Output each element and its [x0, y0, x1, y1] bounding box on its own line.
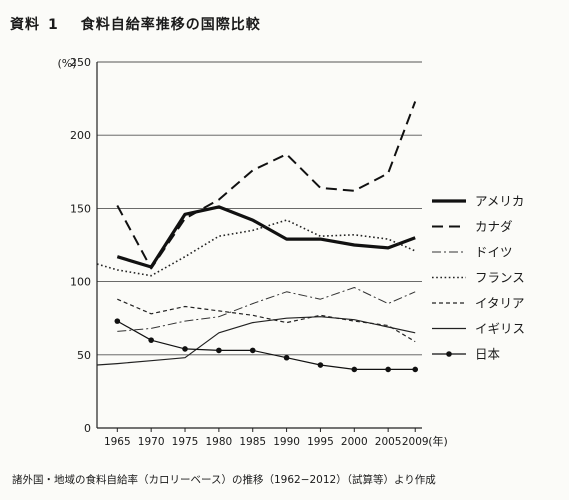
- data-point: [216, 347, 222, 354]
- data-point: [283, 354, 290, 361]
- x-tick-label: 2005: [375, 436, 402, 448]
- legend-label: イタリア: [475, 296, 525, 311]
- legend-label: 日本: [475, 347, 501, 362]
- title-number: 1: [48, 17, 59, 33]
- y-tick-label: 150: [70, 202, 91, 215]
- chart-title: 資料 1 食料自給率推移の国際比較: [10, 14, 261, 34]
- legend-label: カナダ: [475, 219, 513, 234]
- title-text: 食料自給率推移の国際比較: [80, 17, 261, 33]
- data-point: [412, 366, 419, 373]
- source-note: 諸外国・地域の食料自給率（カロリーベース）の推移（1962−2012）（試算等）…: [12, 474, 436, 486]
- y-tick-label: 0: [84, 422, 91, 435]
- x-unit-label: (年): [428, 434, 448, 448]
- x-tick-label: 1985: [239, 436, 266, 448]
- data-point: [385, 366, 391, 373]
- data-point: [317, 362, 324, 368]
- y-unit-label: (%): [57, 57, 76, 70]
- legend-label: フランス: [475, 270, 525, 285]
- legend-label: ドイツ: [475, 245, 513, 260]
- series-line-7: [117, 320, 416, 370]
- series-line-6: [96, 316, 416, 366]
- axes: 0 50 100 150 200 250 1965 1970 1975 1980 1985 1990 1…: [57, 56, 447, 448]
- y-tick-label: 200: [70, 129, 91, 142]
- data-point: [351, 366, 358, 373]
- legend-label: イギリス: [475, 321, 525, 336]
- series-line-2: [116, 101, 417, 270]
- series-line-4: [96, 219, 416, 277]
- series-group: [96, 101, 419, 373]
- line-chart: 0 50 100 150 200 250 1965 1970 1975 1980 1985 1990 1…: [57, 56, 525, 448]
- x-tick-label: 1980: [206, 436, 233, 448]
- series-line-3: [117, 287, 416, 332]
- x-tick-label: 2009: [402, 436, 429, 448]
- x-tick-label: 1975: [172, 436, 199, 448]
- y-tick-label: 100: [70, 276, 91, 289]
- title-label: 資料: [10, 17, 40, 33]
- x-tick-label: 1990: [273, 436, 300, 448]
- data-point: [182, 346, 188, 352]
- legend-marker: [446, 351, 452, 357]
- x-tick-label: 1995: [307, 436, 334, 448]
- data-point: [249, 347, 256, 354]
- series-line-1: [116, 205, 416, 269]
- x-tick-label: 1970: [138, 436, 165, 448]
- gridlines: [97, 61, 422, 356]
- legend-label: アメリカ: [475, 194, 524, 209]
- data-point: [114, 318, 121, 324]
- data-point: [148, 337, 154, 343]
- y-tick-label: 50: [77, 349, 91, 362]
- x-tick-label: 2000: [341, 436, 368, 448]
- y-tick-label: 250: [70, 56, 91, 69]
- x-tick-label: 1965: [104, 436, 131, 448]
